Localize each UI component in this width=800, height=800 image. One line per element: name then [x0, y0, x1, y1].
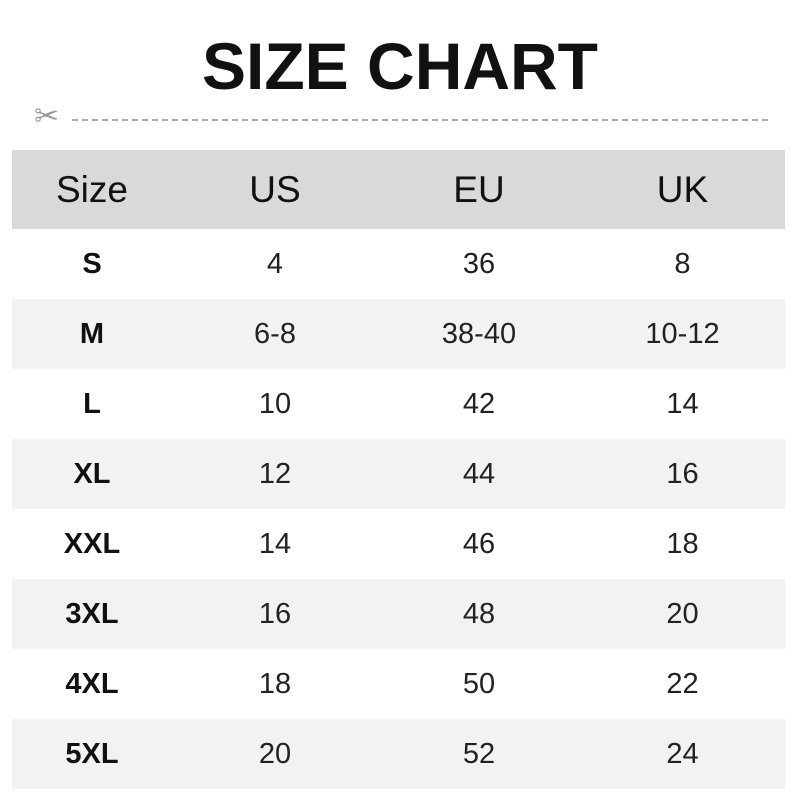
table-row: XXL 14 46 18: [12, 509, 785, 579]
cell-uk: 22: [666, 667, 699, 700]
table-row: 5XL 20 52 24: [12, 719, 785, 789]
table-row: S 4 36 8: [12, 229, 785, 299]
cell-us: 14: [258, 527, 292, 560]
cell-eu: 44: [462, 457, 496, 490]
table-row: 4XL 18 50 22: [12, 649, 785, 719]
cell-us: 12: [258, 457, 292, 490]
header-us: US: [249, 168, 301, 210]
cell-eu: 48: [462, 597, 496, 630]
cell-uk: 24: [666, 737, 699, 770]
cut-line: ✂: [34, 102, 768, 132]
table-row: XL 12 44 16: [12, 439, 785, 509]
cell-uk: 10-12: [645, 317, 720, 350]
cell-eu: 42: [462, 387, 496, 420]
cell-size: XXL: [63, 527, 121, 560]
cell-size: 4XL: [65, 667, 119, 700]
cell-uk: 20: [666, 597, 699, 630]
dashed-divider: [72, 119, 768, 121]
cell-size: S: [82, 247, 102, 280]
cell-size: XL: [73, 457, 111, 490]
cell-uk: 18: [666, 527, 699, 560]
cell-uk: 14: [666, 387, 699, 420]
cell-eu: 36: [462, 247, 496, 280]
table-header: Size US EU UK: [12, 150, 785, 229]
page-title: SIZE CHART: [202, 29, 598, 103]
cell-size: M: [79, 317, 105, 350]
scissors-icon: ✂: [34, 100, 60, 133]
cell-us: 16: [258, 597, 292, 630]
cell-eu: 50: [462, 667, 496, 700]
cell-us: 4: [266, 247, 284, 280]
cell-us: 20: [258, 737, 292, 770]
cell-eu: 46: [462, 527, 496, 560]
cell-eu: 38-40: [441, 317, 517, 350]
header-size: Size: [56, 168, 128, 210]
cell-size: 5XL: [65, 737, 119, 770]
cell-uk: 16: [666, 457, 699, 490]
cell-eu: 52: [462, 737, 496, 770]
table-row: M 6-8 38-40 10-12: [12, 299, 785, 369]
header-eu: EU: [453, 168, 505, 210]
cell-us: 18: [258, 667, 292, 700]
cell-us: 6-8: [254, 317, 296, 350]
table-row: 3XL 16 48 20: [12, 579, 785, 649]
cell-size: L: [83, 387, 101, 420]
table-row: L 10 42 14: [12, 369, 785, 439]
cell-size: 3XL: [65, 597, 119, 630]
cell-uk: 8: [674, 247, 691, 280]
cell-us: 10: [258, 387, 292, 420]
header-uk: UK: [656, 168, 709, 210]
size-table: Size US EU UK S 4 36 8 M 6-8 38-40 10-12 L 10 42 14…: [12, 150, 785, 789]
